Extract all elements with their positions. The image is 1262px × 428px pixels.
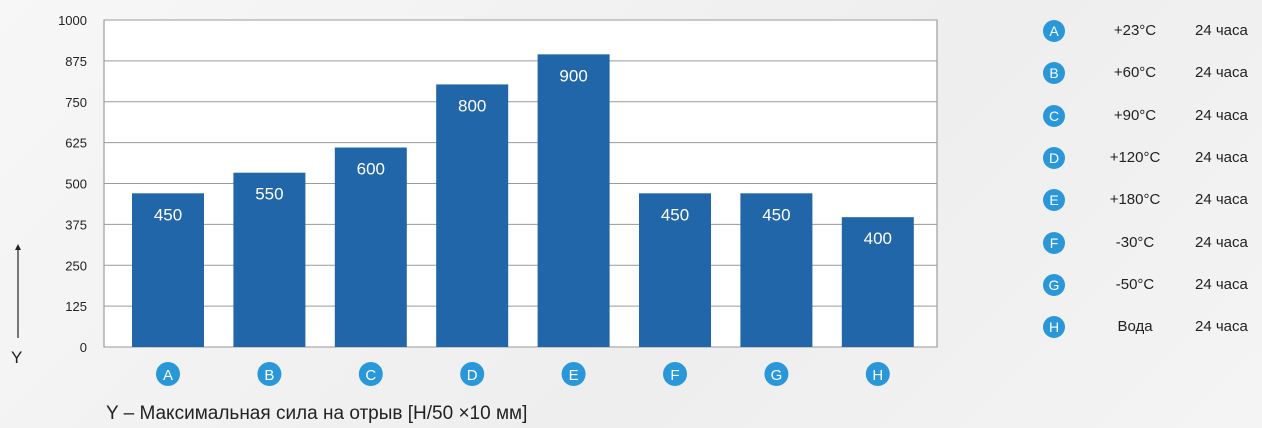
category-label: G	[771, 367, 783, 384]
category-badge	[865, 362, 890, 386]
bar	[537, 54, 610, 348]
category-label: A	[163, 367, 173, 384]
legend-temperature: -30°C	[1115, 233, 1155, 251]
bar-value-label: 800	[458, 96, 486, 115]
bar	[841, 217, 914, 347]
bar	[233, 172, 306, 347]
legend-row: C +90°C 24 часа	[1040, 104, 1262, 129]
category-badge	[764, 362, 789, 386]
bar	[639, 193, 711, 347]
category-badge	[156, 362, 180, 386]
category-badge	[460, 362, 485, 386]
category-badge	[663, 362, 687, 386]
legend-duration: 24 часа	[1195, 191, 1248, 209]
legend-row: F -30°C 24 часа	[1040, 231, 1262, 256]
legend-duration: 24 часа	[1195, 106, 1248, 124]
bar-value-label: 550	[255, 185, 283, 204]
legend-temperature: Вода	[1117, 318, 1153, 336]
legend-badge: G	[1043, 273, 1065, 296]
legend-row: G -50°C 24 часа	[1040, 273, 1262, 298]
category-label: E	[569, 367, 579, 384]
category-label: C	[365, 367, 376, 384]
bar	[132, 193, 204, 347]
y-axis-letter: Y	[11, 348, 23, 367]
legend-badge: C	[1043, 104, 1065, 127]
legend-row: D +120°C 24 часа	[1040, 146, 1262, 171]
legend-duration: 24 часа	[1195, 275, 1248, 293]
legend-temperature: +23°C	[1113, 22, 1157, 39]
bar	[740, 193, 813, 347]
legend-duration: 24 часа	[1195, 148, 1248, 166]
legend-badge: A	[1043, 20, 1065, 42]
category-label: H	[872, 367, 883, 384]
bar-chart: 0 125 250 375 500 625 750 875 1000 450 A 550 B 600 C 80…	[58, 13, 938, 386]
y-tick-label: 625	[65, 136, 87, 151]
category-badge	[561, 362, 586, 386]
bar-value-label: 600	[357, 160, 385, 179]
legend-temperature: -50°C	[1115, 275, 1155, 293]
legend-badge: B	[1043, 62, 1065, 85]
y-axis-caption: Y – Максимальная сила на отрыв [Н/50 ×10…	[106, 403, 528, 424]
bar-value-label: 450	[154, 205, 182, 224]
legend-row: A +23°C 24 часа	[1040, 20, 1262, 44]
legend-duration: 24 часа	[1195, 233, 1248, 251]
category-label: B	[264, 367, 274, 384]
y-tick-label: 125	[65, 299, 87, 314]
legend-badge: F	[1043, 231, 1065, 254]
category-label: F	[670, 367, 679, 384]
bar	[436, 84, 509, 347]
bar-value-label: 450	[762, 205, 790, 224]
legend-duration: 24 часа	[1195, 318, 1248, 336]
legend-badge: E	[1043, 189, 1065, 212]
y-tick-label: 875	[65, 54, 87, 69]
legend-temperature: +90°C	[1113, 106, 1157, 124]
bar-value-label: 900	[559, 66, 587, 85]
y-tick-label: 0	[80, 340, 87, 355]
y-tick-label: 750	[65, 95, 87, 110]
legend-temperature: +120°C	[1109, 148, 1161, 166]
legend-row: B +60°C 24 часа	[1040, 62, 1262, 86]
category-badge	[257, 362, 282, 386]
legend-temperature: +180°C	[1109, 191, 1161, 209]
legend-temperature: +60°C	[1113, 64, 1157, 82]
legend-row: H Вода 24 часа	[1040, 316, 1262, 340]
y-tick-label: 1000	[58, 13, 87, 28]
legend-badge: H	[1043, 316, 1065, 339]
legend-duration: 24 часа	[1195, 64, 1248, 82]
y-tick-label: 375	[65, 217, 87, 232]
bar-value-label: 450	[661, 205, 689, 224]
legend-badge: D	[1043, 146, 1065, 169]
y-tick-label: 250	[65, 258, 87, 273]
y-tick-label: 500	[65, 177, 87, 192]
category-label: D	[467, 367, 478, 384]
legend-duration: 24 часа	[1195, 22, 1248, 39]
category-badge	[358, 362, 383, 386]
bar-value-label: 400	[864, 229, 892, 248]
bar	[334, 147, 407, 347]
y-axis-arrow	[15, 244, 21, 338]
legend-row: E +180°C 24 часа	[1040, 189, 1262, 213]
